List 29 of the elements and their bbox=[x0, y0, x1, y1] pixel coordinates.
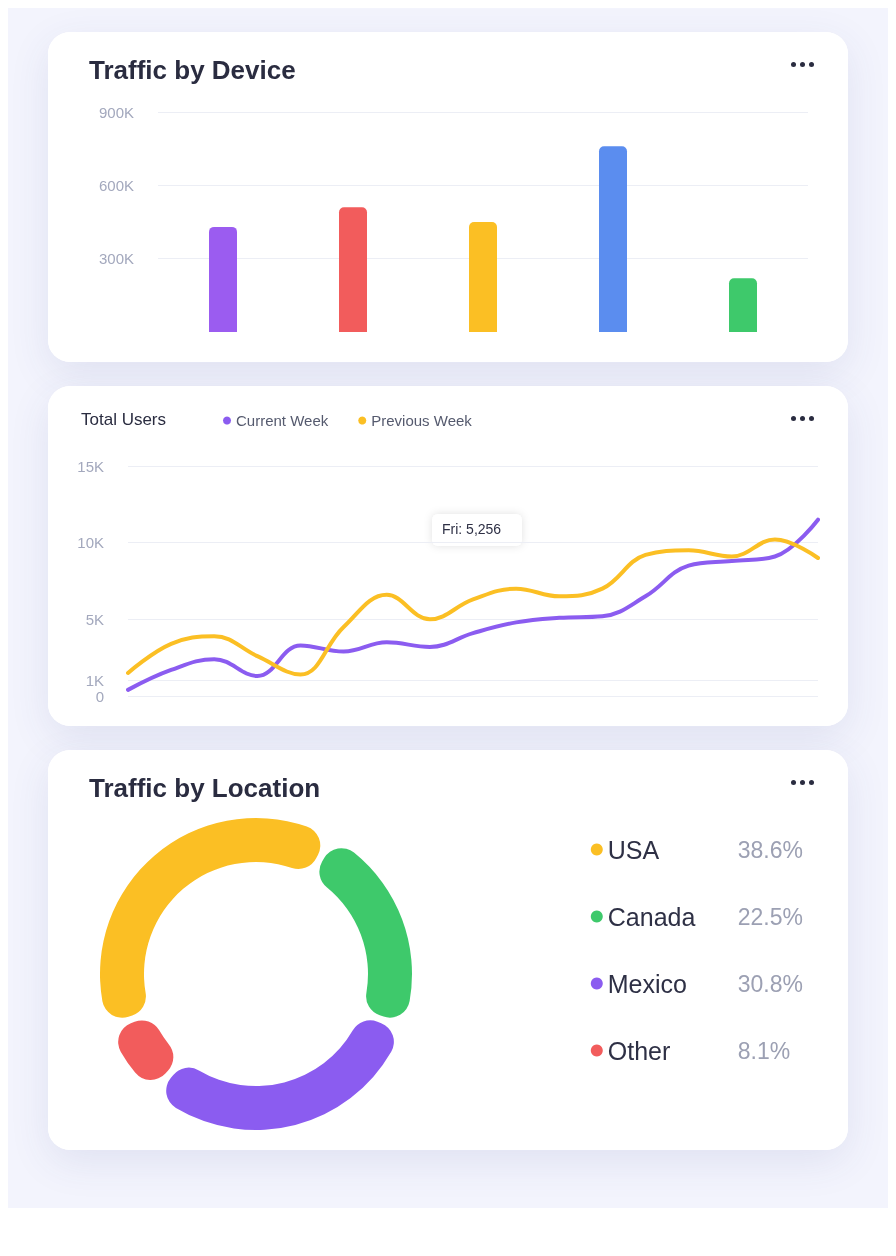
y-tick-label: 600K bbox=[98, 176, 134, 194]
data-label: 8.1% bbox=[737, 1037, 791, 1064]
legend-label: Canada bbox=[607, 902, 696, 931]
chart-title: Traffic by Device bbox=[89, 55, 296, 85]
y-tick-label: 1K bbox=[85, 672, 104, 690]
chart-title: Traffic by Location bbox=[89, 773, 321, 803]
bar bbox=[469, 222, 497, 332]
y-tick-label: 10K bbox=[77, 534, 104, 552]
legend-label: Current Week bbox=[236, 412, 329, 429]
data-label: 30.8% bbox=[737, 970, 803, 997]
y-tick-label: 5K bbox=[85, 610, 104, 628]
legend-label: Previous Week bbox=[371, 412, 473, 429]
legend-label: USA bbox=[607, 835, 660, 864]
bar bbox=[729, 278, 757, 332]
bar bbox=[209, 226, 237, 332]
y-tick-label: 15K bbox=[77, 457, 104, 475]
line-series bbox=[126, 537, 820, 677]
legend-label: Other bbox=[607, 1036, 671, 1065]
y-tick-label: 900K bbox=[98, 103, 134, 121]
y-tick-label: 0 bbox=[95, 687, 104, 705]
data-label: 22.5% bbox=[737, 903, 803, 930]
chart-title: Total Users bbox=[81, 410, 167, 429]
bar bbox=[599, 146, 627, 332]
bar bbox=[339, 207, 367, 332]
y-tick-label: 300K bbox=[98, 250, 134, 268]
line-series bbox=[126, 517, 820, 692]
annotation: Fri: 5,256 bbox=[442, 521, 502, 537]
legend-label: Mexico bbox=[607, 969, 687, 998]
data-label: 38.6% bbox=[737, 836, 803, 863]
